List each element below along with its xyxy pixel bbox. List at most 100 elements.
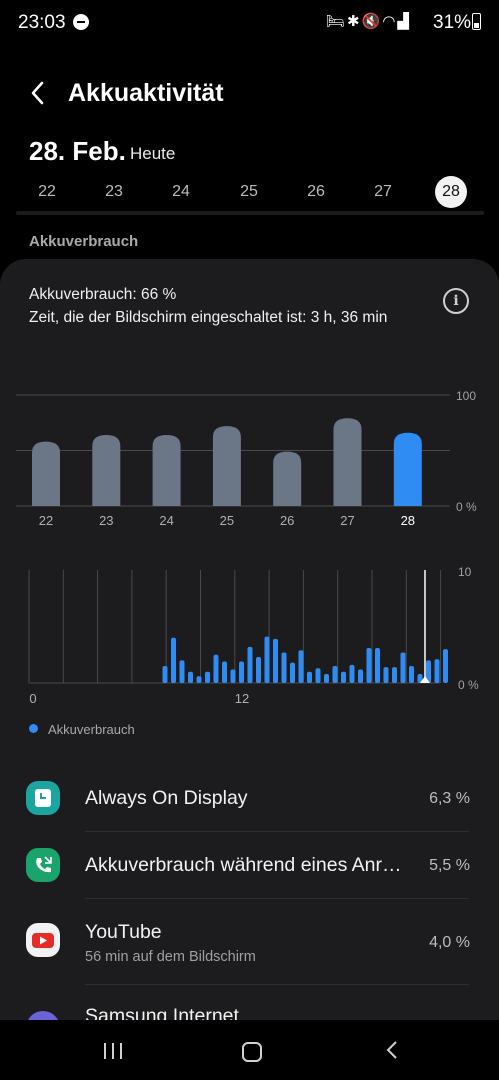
hourly-bar[interactable] (366, 647, 372, 683)
day-22[interactable]: 22 (38, 183, 56, 200)
bluetooth-icon: ✱ (347, 13, 362, 30)
status-icons: 🛏✱🔇◠▟ (326, 12, 411, 30)
dnd-icon (73, 14, 89, 30)
app-percent: 6,3 % (429, 790, 470, 807)
hourly-bar[interactable] (239, 661, 244, 683)
status-time: 23:03 (18, 12, 66, 33)
current-time-marker-head (420, 676, 430, 683)
app-row-samsung-internet[interactable]: Samsung Internet (0, 985, 499, 1025)
x-tick-label: 28 (401, 513, 415, 528)
navigation-bar (0, 1020, 499, 1080)
app-name: Akkuverbrauch während eines Anr… (85, 854, 402, 876)
hourly-bar[interactable] (222, 661, 227, 683)
app-row-youtube[interactable]: YouTube 56 min auf dem Bildschirm 4,0 % (0, 899, 499, 965)
bar-26[interactable] (273, 451, 302, 506)
y-tick-label: 10 (458, 565, 472, 579)
bar-27[interactable] (333, 418, 362, 506)
hourly-bar[interactable] (179, 660, 185, 683)
recent-apps-button[interactable] (103, 1043, 123, 1059)
x-tick-label: 23 (99, 513, 113, 528)
hourly-bar[interactable] (188, 671, 193, 683)
y-tick-label: 0 % (458, 678, 479, 692)
hourly-bar[interactable] (171, 637, 176, 683)
hourly-bar[interactable] (375, 647, 380, 683)
hourly-bar[interactable] (443, 649, 448, 683)
bar-24[interactable] (152, 434, 181, 506)
divider (85, 831, 469, 832)
app-row-always-on-display[interactable]: Always On Display 6,3 % (0, 765, 499, 831)
hourly-bar[interactable] (349, 664, 355, 683)
hourly-bar[interactable] (290, 662, 295, 683)
app-name: Always On Display (85, 787, 248, 809)
app-percent: 5,5 % (429, 857, 470, 874)
hourly-bar[interactable] (434, 659, 440, 683)
hourly-bar[interactable] (247, 646, 253, 683)
header: Akkuaktivität (0, 70, 499, 120)
app-percent: 4,0 % (429, 934, 470, 951)
hourly-bar[interactable] (162, 666, 168, 683)
hourly-bar[interactable] (256, 657, 261, 683)
signal-icon: ▟ (397, 13, 411, 30)
hourly-bar[interactable] (426, 660, 431, 683)
x-tick-label: 27 (340, 513, 354, 528)
home-button[interactable] (242, 1042, 262, 1062)
chart-legend: Akkuverbrauch (29, 722, 135, 737)
hourly-bar[interactable] (264, 636, 270, 683)
youtube-icon (26, 923, 60, 957)
phone-call-icon (26, 848, 60, 882)
hourly-bar[interactable] (400, 652, 406, 683)
day-26[interactable]: 26 (307, 183, 325, 200)
info-icon[interactable]: i (443, 288, 469, 314)
day-25[interactable]: 25 (240, 183, 258, 200)
wifi-icon: ◠ (382, 13, 398, 30)
day-24[interactable]: 24 (172, 183, 190, 200)
bar-28[interactable] (393, 432, 422, 506)
usage-text: Akkuverbrauch: 66 % (29, 286, 177, 303)
legend-dot (29, 724, 38, 733)
battery-percent: 31% (433, 12, 472, 33)
back-button[interactable] (24, 78, 54, 108)
clock-icon (26, 781, 60, 815)
hourly-bar[interactable] (341, 671, 346, 683)
legend-label: Akkuverbrauch (48, 722, 135, 737)
screen-time-text: Zeit, die der Bildschirm eingeschaltet i… (29, 309, 388, 326)
divider (85, 898, 469, 899)
hourly-bar[interactable] (315, 668, 321, 683)
back-icon (386, 1041, 397, 1059)
hourly-bar[interactable] (358, 669, 363, 683)
hourly-usage-chart: 10 0 % 0 12 (28, 565, 479, 706)
hourly-bar[interactable] (281, 652, 287, 683)
nav-back-button[interactable] (384, 1040, 400, 1060)
day-23[interactable]: 23 (105, 183, 123, 200)
x-tick-label: 0 (29, 691, 36, 706)
y-tick-label: 100 (456, 389, 476, 403)
day-selector-divider (16, 211, 484, 215)
hourly-bar[interactable] (409, 666, 414, 683)
bar-22[interactable] (32, 441, 60, 506)
hourly-bar[interactable] (307, 671, 312, 683)
section-label: Akkuverbrauch (29, 233, 139, 250)
app-row-call-usage[interactable]: Akkuverbrauch während eines Anr… 5,5 % (0, 832, 499, 898)
app-screen-time: 56 min auf dem Bildschirm (85, 949, 256, 965)
day-27[interactable]: 27 (374, 183, 392, 200)
y-tick-label: 0 % (456, 500, 477, 514)
hourly-bar[interactable] (205, 671, 210, 683)
hourly-bar[interactable] (196, 676, 202, 683)
bar-25[interactable] (212, 426, 241, 506)
hourly-bar[interactable] (417, 673, 423, 683)
date-sub: Heute (130, 144, 176, 163)
hourly-bar[interactable] (383, 667, 389, 683)
hourly-bar[interactable] (324, 673, 329, 683)
day-28[interactable]: 28 (435, 176, 467, 208)
hourly-bar[interactable] (273, 638, 278, 683)
page-title: Akkuaktivität (68, 79, 224, 107)
mute-icon: 🔇 (361, 13, 383, 30)
hourly-bar[interactable] (332, 666, 338, 683)
hourly-bar[interactable] (213, 654, 219, 683)
x-tick-label: 12 (235, 691, 249, 706)
day-selector: 22 23 24 25 26 27 28 (14, 176, 486, 212)
hourly-bar[interactable] (298, 650, 304, 683)
hourly-bar[interactable] (230, 669, 236, 683)
bar-23[interactable] (92, 434, 121, 506)
hourly-bar[interactable] (392, 667, 397, 683)
